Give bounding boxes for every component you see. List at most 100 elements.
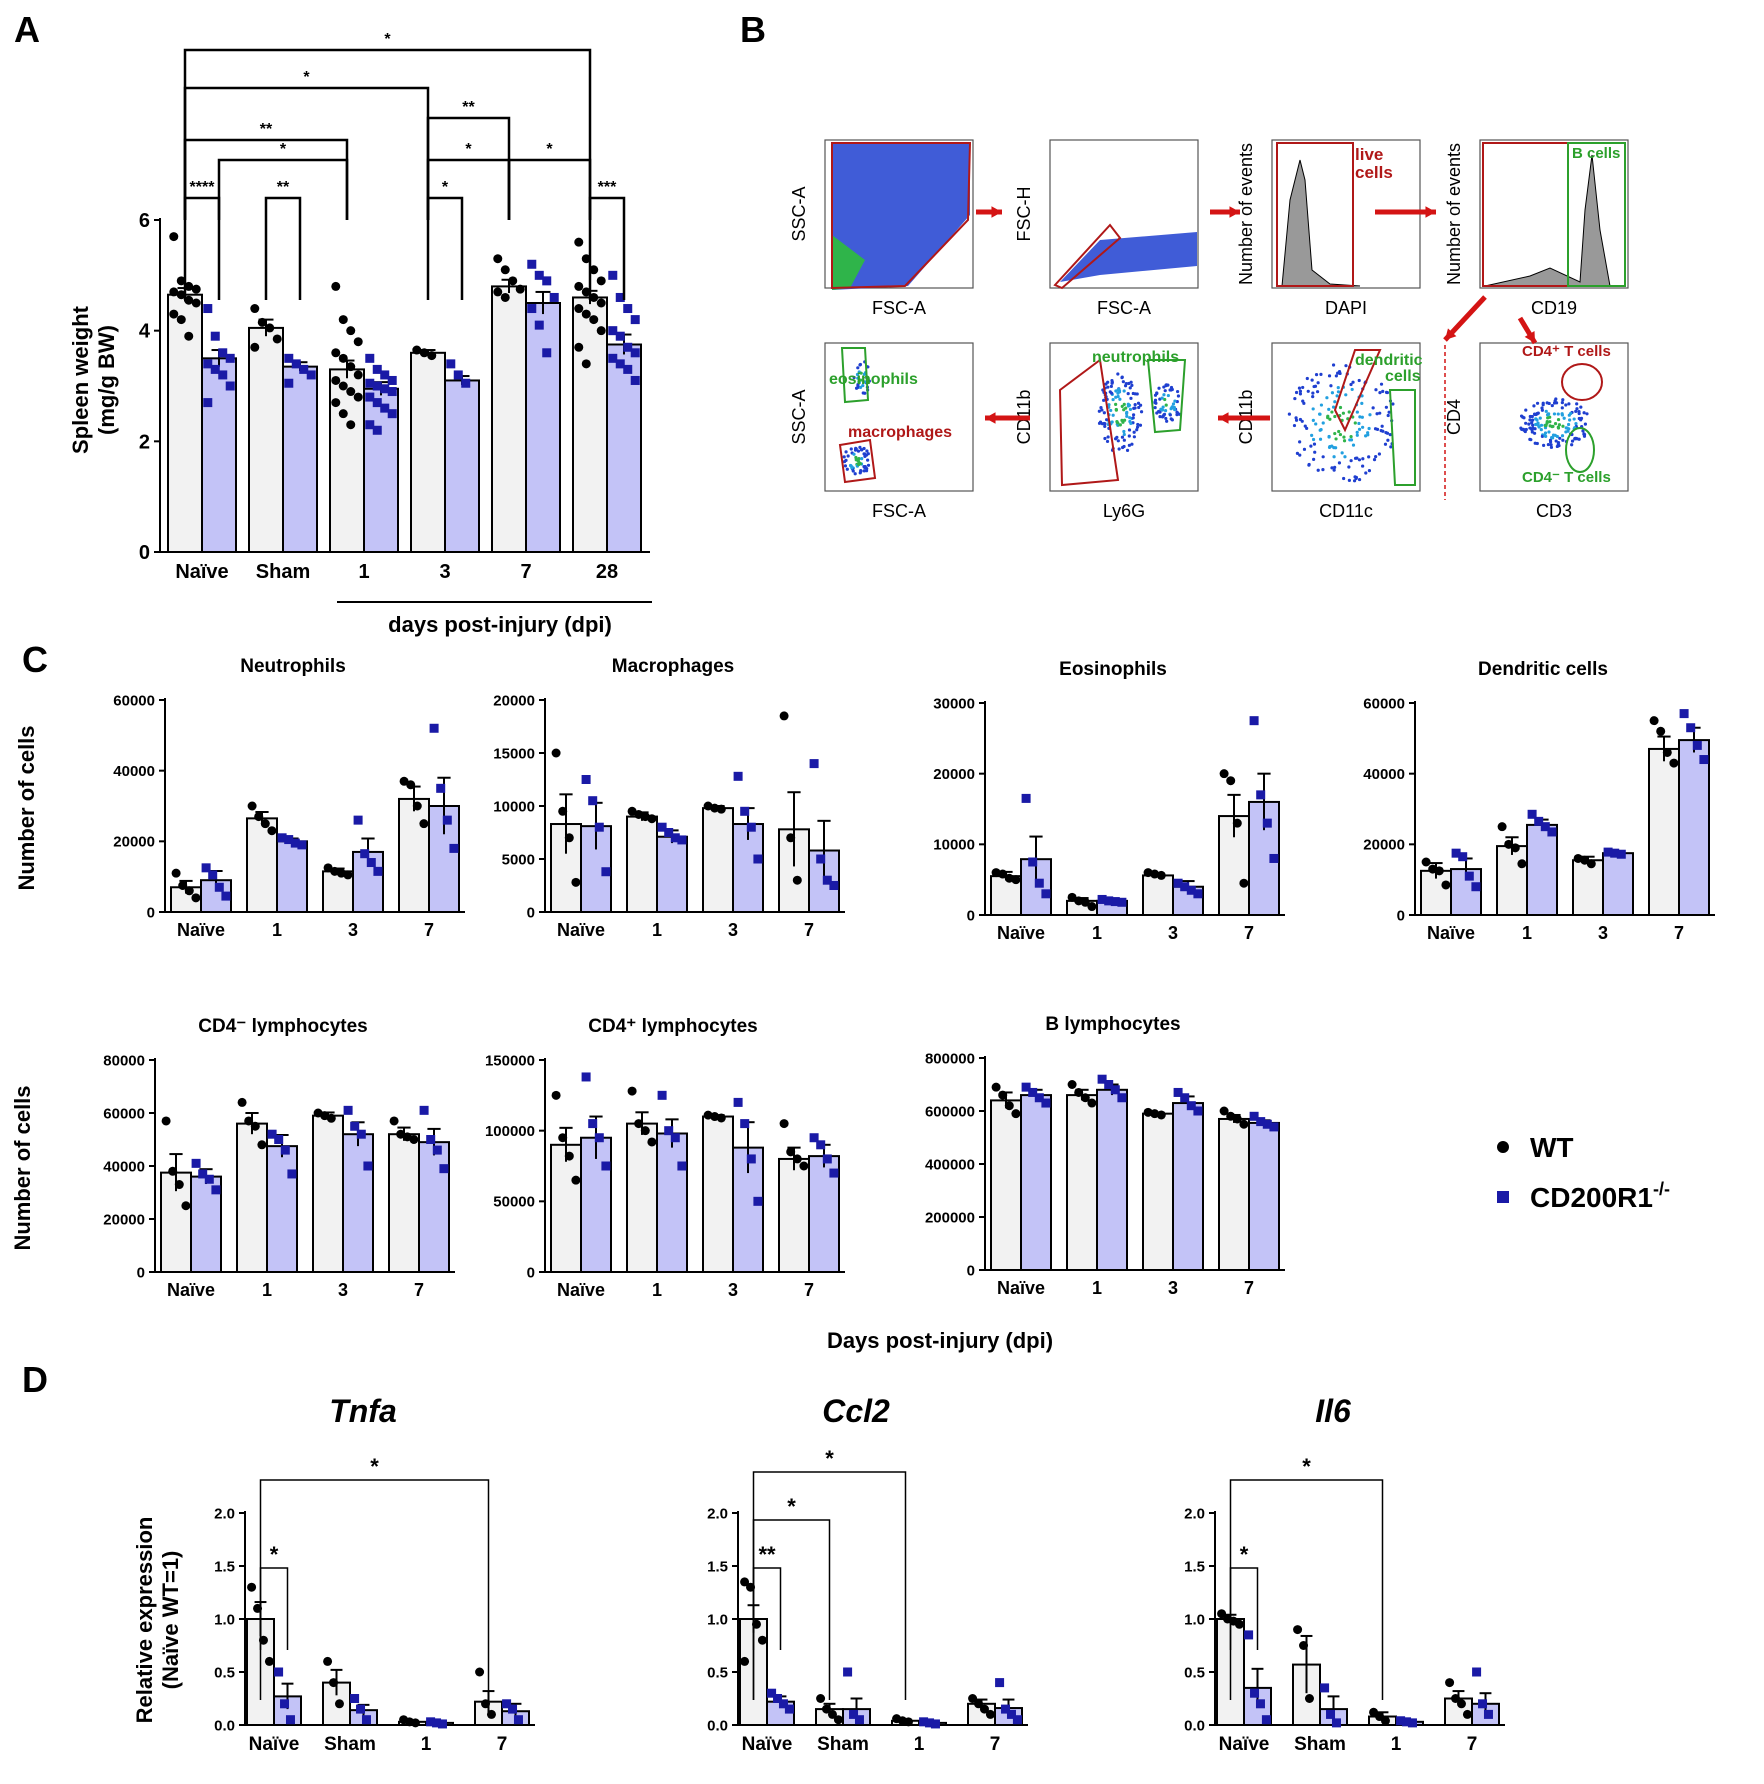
flow-event-dot: [1547, 430, 1551, 434]
flow-event-dot: [1336, 390, 1341, 394]
panel-a-spleen-weight: 0 2 4 6 Naïve Sham 1 3 7 28 Spleen weight (mg/g BW)…: [68, 31, 652, 637]
panel-d-chart-2-point-ko: [1478, 1699, 1488, 1709]
panel-c-chart-4-point-ko: [343, 1105, 353, 1115]
flow-event-dot: [1294, 390, 1299, 395]
panel-c-chart-1-point-ko: [740, 806, 750, 816]
panel-c-chart-4-point-wt: [181, 1201, 191, 1211]
panel-c-chart-3-bar-wt: [1648, 747, 1680, 917]
panel-c-chart-4-bar-wt: [312, 1114, 344, 1274]
flow-event-dot: [1556, 425, 1560, 429]
flow-event-dot: [1364, 434, 1368, 438]
flow-event-dot: [1311, 391, 1315, 395]
panel-a-point-ko: [630, 348, 640, 358]
panel-c-chart-1-point-ko: [809, 759, 819, 769]
panel-a-point-ko: [623, 304, 633, 314]
flow-event-dot: [1328, 445, 1332, 449]
panel-c-chart-5-y-tick-label: 100000: [485, 1123, 535, 1140]
panel-c-chart-2-point-wt: [1226, 776, 1236, 786]
panel-c-chart-5-category-label: 3: [728, 1280, 738, 1300]
panel-c-chart-1-point-ko: [601, 867, 611, 877]
flow-event-dot: [1106, 385, 1110, 389]
flow-event-dot: [1524, 421, 1528, 425]
panel-a-point-ko: [291, 359, 301, 369]
flow-event-dot: [1384, 405, 1388, 409]
panel-a-point-wt: [427, 351, 437, 361]
panel-c-chart-0-point-wt: [191, 893, 201, 903]
panel-c-chart-5-point-ko: [829, 1168, 839, 1178]
panel-c-chart-6-point-wt: [1219, 1106, 1229, 1116]
panel-d-chart-0-point-wt: [329, 1678, 339, 1688]
flow-event-dot: [1118, 423, 1122, 427]
flow-event-dot: [1569, 411, 1573, 416]
panel-d-chart-1-point-wt: [833, 1715, 843, 1725]
panel-d-chart-2-sig-label: *: [1240, 1542, 1249, 1567]
panel-a-point-ko: [365, 392, 375, 402]
flow-event-dot: [1391, 402, 1395, 406]
flow-event-dot: [1529, 438, 1533, 442]
flow-event-dot: [846, 454, 850, 458]
panel-a-point-wt: [493, 287, 503, 297]
panel-a-y-tick-label: 2: [139, 431, 150, 453]
panel-c-chart-2-point-ko: [1269, 853, 1279, 863]
panel-c-chart-2-point-ko: [1028, 857, 1038, 867]
panel-c-chart-4-category-label: 1: [262, 1280, 272, 1300]
flow-event-dot: [1160, 396, 1164, 400]
flow-event-dot: [1547, 401, 1551, 406]
panel-c-chart-4-point-wt: [168, 1166, 178, 1176]
flow-event-dot: [1546, 416, 1550, 420]
panel-a-sig-label: *: [303, 69, 310, 86]
flow-event-dot: [1170, 406, 1174, 410]
flow-event-dot: [1125, 448, 1130, 452]
panel-a-point-ko: [534, 320, 544, 330]
panel-a-bar-ko: [525, 302, 561, 553]
panel-c-chart-6-category-label: 1: [1092, 1278, 1102, 1298]
flow-event-dot: [1314, 372, 1319, 377]
panel-c-chart-1-point-wt: [716, 804, 726, 814]
flow-histogram-dapi: [1281, 159, 1361, 287]
flow-event-dot: [1319, 428, 1323, 432]
flow-event-dot: [1386, 438, 1390, 442]
flow-event-dot: [1574, 422, 1578, 426]
panel-a-bar-wt: [491, 285, 527, 553]
flow-event-dot: [1347, 410, 1351, 414]
panel-c-chart-2-point-wt: [1011, 875, 1021, 885]
panel-c-chart-3-bar-wt: [1496, 845, 1528, 916]
panel-c-chart-2-point-ko: [1117, 897, 1127, 907]
panel-c-chart-6-point-ko: [1117, 1093, 1127, 1103]
panel-c-chart-3-point-ko: [1527, 809, 1537, 819]
panel-a-point-ko: [387, 387, 397, 397]
flow-event-dot: [854, 386, 859, 390]
panel-c-chart-3-point-ko: [1458, 852, 1468, 862]
panel-a-point-ko: [306, 370, 316, 380]
legend-ko-label: CD200R1-/-: [1530, 1179, 1670, 1213]
panel-c-chart-5-bar-wt: [778, 1157, 810, 1274]
flow-event-dot: [1153, 393, 1158, 397]
flow-event-dot: [1531, 423, 1535, 427]
flow-event-dot: [1337, 461, 1342, 465]
panel-d-chart-2-y-tick-label: 0.5: [1184, 1664, 1205, 1681]
panel-c-chart-3-y-tick-label: 60000: [1363, 695, 1405, 712]
flow-event-dot: [862, 469, 866, 473]
flow-event-dot: [1340, 451, 1344, 455]
panel-c-chart-4-y-tick-label: 40000: [103, 1158, 145, 1175]
panel-c-chart-3-point-wt: [1649, 716, 1659, 726]
flow-event-dot: [1114, 402, 1118, 406]
panel-c-chart-2-point-ko: [1256, 790, 1266, 800]
flow-event-dot: [1543, 433, 1547, 438]
panel-d-chart-1-y-tick-label: 0.0: [707, 1717, 728, 1734]
flow-event-dot: [1568, 418, 1572, 422]
panel-c-chart-6-point-ko: [1028, 1087, 1038, 1097]
panel-c-chart-0-point-wt: [406, 780, 416, 790]
panel-c-chart-5-bar-ko: [580, 1136, 612, 1273]
flow-event-dot: [1549, 443, 1553, 447]
flow-event-dot: [1326, 416, 1330, 420]
panel-a-point-ko: [630, 375, 640, 385]
panel-c-chart-5-category-label: Naïve: [557, 1280, 605, 1300]
panel-a-point-ko: [365, 420, 375, 430]
flow-event-dot: [1562, 416, 1566, 420]
panel-a-point-wt: [574, 237, 584, 247]
panel-c-chart-6-point-wt: [1067, 1080, 1077, 1089]
panel-a-sig-bracket: [426, 158, 511, 220]
panel-a-point-wt: [589, 265, 599, 275]
